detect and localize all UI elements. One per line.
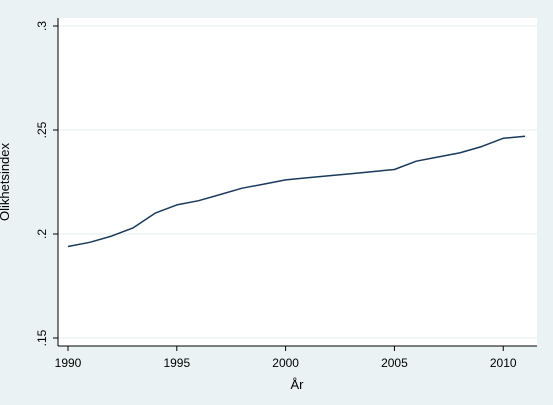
axes [57, 18, 537, 347]
series-line [67, 135, 526, 248]
y-axis-ticks: .15 .2 .25 .3 [35, 21, 58, 346]
x-tick-label: 1995 [163, 356, 190, 370]
y-tick-label: .3 [35, 21, 49, 31]
y-tick-label: .15 [35, 329, 49, 346]
y-axis-title: Olikhetsindex [0, 142, 12, 221]
x-tick-label: 2000 [272, 356, 299, 370]
y-tick-label: .25 [35, 121, 49, 138]
x-tick-label: 2005 [381, 356, 408, 370]
x-axis-ticks: 1990 1995 2000 2005 2010 [55, 346, 517, 370]
x-tick-label: 2010 [490, 356, 517, 370]
x-axis-title: År [291, 377, 305, 392]
series-group [67, 135, 526, 248]
x-tick-label: 1990 [55, 356, 82, 370]
gridlines [58, 25, 537, 339]
y-tick-label: .2 [35, 229, 49, 239]
plot-area [58, 18, 537, 346]
